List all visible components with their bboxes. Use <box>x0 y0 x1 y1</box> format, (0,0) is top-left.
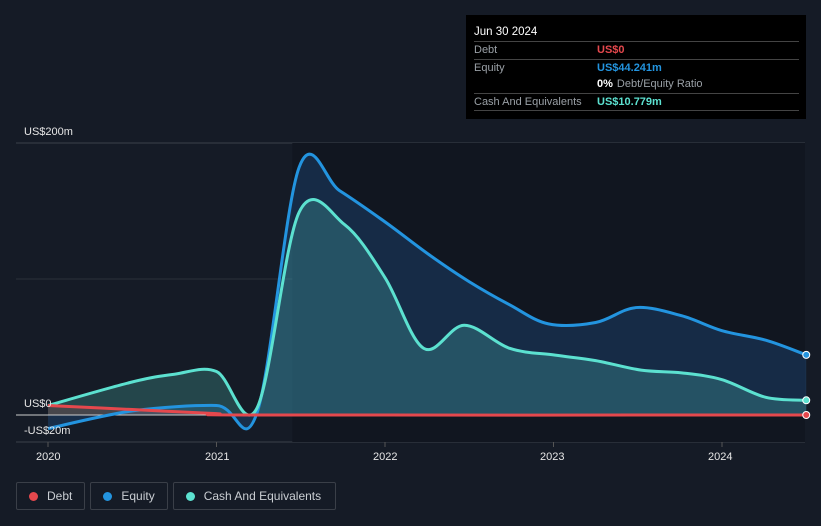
x-tick-label: 2021 <box>205 451 230 463</box>
legend-label: Debt <box>47 489 73 503</box>
debt-label: Debt <box>474 44 498 57</box>
line-equity <box>47 152 807 431</box>
legend-equity[interactable]: Equity <box>90 482 168 510</box>
debt-dot-icon <box>29 491 38 501</box>
area-cash-and-equivalents <box>48 199 807 416</box>
y-tick-label: US$0 <box>24 398 52 410</box>
tooltip: Jun 30 2024 Debt US$0 Equity US$44.241m 0%… <box>466 15 806 119</box>
end-point <box>802 411 811 419</box>
area-equity <box>48 154 807 429</box>
equity-value: US$44.241m <box>597 61 662 74</box>
end-point <box>802 396 811 405</box>
tooltip-date: Jun 30 2024 <box>474 26 538 38</box>
debt-value: US$0 <box>597 44 625 57</box>
line-cash-and-equivalents <box>47 197 807 417</box>
x-tick-label: 2024 <box>708 451 733 463</box>
legend-cash[interactable]: Cash And Equivalents <box>172 482 337 510</box>
x-tick-label: 2020 <box>36 451 61 463</box>
equity-dot-icon <box>103 491 113 501</box>
end-point <box>802 350 811 359</box>
x-tick-label: 2023 <box>540 451 565 463</box>
cash-label: Cash And Equivalents <box>474 95 582 108</box>
ratio-value: 0% <box>597 78 613 91</box>
cash-value: US$10.779m <box>597 95 662 108</box>
legend-debt[interactable]: Debt <box>16 482 86 510</box>
highlight-region <box>292 143 805 442</box>
legend-label: Equity <box>121 489 155 503</box>
cash-dot-icon <box>185 491 195 501</box>
line-debt <box>47 403 807 417</box>
area-debt <box>48 405 807 416</box>
equity-label: Equity <box>474 61 505 74</box>
y-tick-label: US$200m <box>24 126 73 138</box>
x-tick-label: 2022 <box>373 451 398 463</box>
legend-label: Cash And Equivalents <box>203 489 322 503</box>
legend: Debt Equity Cash And Equivalents <box>16 482 337 510</box>
y-tick-label: -US$20m <box>24 425 71 437</box>
ratio-label: Debt/Equity Ratio <box>616 78 703 91</box>
